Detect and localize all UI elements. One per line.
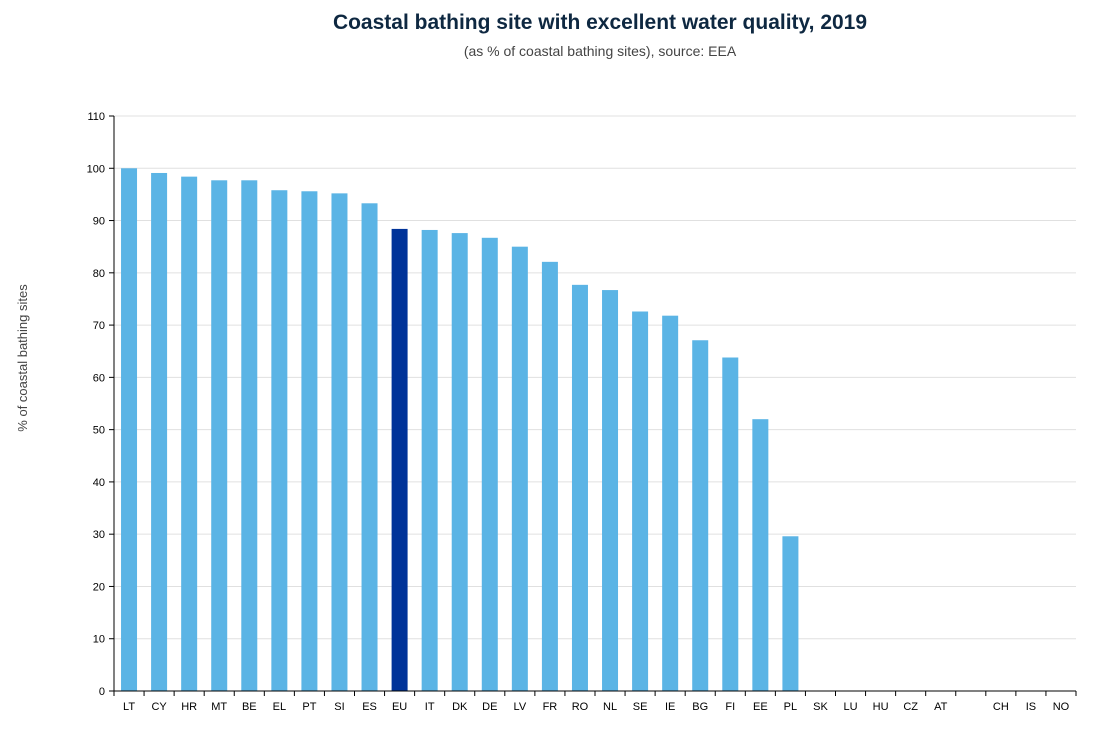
y-axis-title: % of coastal bathing sites — [15, 284, 30, 432]
bar-pt — [301, 191, 318, 692]
x-tick-label: BE — [242, 701, 257, 713]
y-tick-label: 80 — [93, 268, 105, 280]
x-tick-label: DE — [482, 701, 497, 713]
bar-lt — [121, 168, 138, 692]
y-tick-label: 70 — [93, 320, 105, 332]
x-tick-label: HU — [873, 701, 889, 713]
x-tick-label: MT — [211, 701, 227, 713]
bar-bg — [692, 340, 709, 691]
bar-fr — [541, 261, 558, 691]
bar-si — [331, 193, 348, 691]
bar-hr — [181, 176, 198, 692]
bar-fi — [722, 357, 739, 691]
bar-se — [632, 311, 649, 691]
x-tick-label: RO — [572, 701, 589, 713]
bars — [121, 168, 799, 692]
y-tick-label: 60 — [93, 372, 105, 384]
x-tick-label: CH — [993, 701, 1009, 713]
x-tick-label: IS — [1026, 701, 1036, 713]
bar-ie — [662, 315, 679, 691]
y-tick-label: 100 — [87, 163, 105, 175]
bar-be — [241, 180, 258, 691]
bar-de — [481, 237, 498, 691]
x-tick-label: LT — [123, 701, 135, 713]
x-tick-label: IE — [665, 701, 675, 713]
y-tick-label: 90 — [93, 216, 105, 228]
x-tick-label: PT — [302, 701, 316, 713]
bar-pl — [782, 536, 799, 691]
bar-el — [271, 190, 288, 691]
x-tick-label: PL — [784, 701, 797, 713]
x-tick-label: BG — [692, 701, 708, 713]
bar-cy — [151, 172, 168, 691]
y-tick-label: 110 — [87, 111, 105, 123]
x-tick-label: CZ — [903, 701, 918, 713]
y-tick-label: 50 — [93, 425, 105, 437]
x-tick-label: EL — [273, 701, 286, 713]
chart-subtitle: (as % of coastal bathing sites), source:… — [463, 43, 737, 59]
bar-it — [421, 229, 438, 692]
axes: 0 10 20 30 40 50 60 70 80 90 100 110 LT CY HR MT BE EL PT S… — [87, 111, 1077, 713]
gridlines — [114, 115, 1076, 640]
y-tick-label: 10 — [93, 634, 105, 646]
x-tick-label: SK — [813, 701, 828, 713]
y-tick-label: 30 — [93, 529, 105, 541]
x-tick-label: NO — [1053, 701, 1070, 713]
x-tick-label: LV — [514, 701, 527, 713]
x-tick-label: HR — [181, 701, 197, 713]
x-tick-label: FR — [543, 701, 558, 713]
bar-mt — [211, 180, 228, 691]
bar-nl — [602, 290, 619, 691]
bar-ro — [571, 284, 588, 691]
bar-lv — [511, 246, 528, 691]
y-tick-label: 20 — [93, 581, 105, 593]
x-tick-label: CY — [151, 701, 167, 713]
x-tick-label: ES — [362, 701, 377, 713]
bar-eu — [391, 228, 408, 691]
y-tick-label: 40 — [93, 477, 105, 489]
x-tick-label: DK — [452, 701, 468, 713]
y-tick-label: 0 — [99, 686, 105, 698]
x-tick-label: SE — [633, 701, 648, 713]
x-tick-label: AT — [934, 701, 948, 713]
x-tick-label: LU — [844, 701, 858, 713]
x-tick-label: EU — [392, 701, 407, 713]
x-tick-label: IT — [425, 701, 435, 713]
x-tick-label: FI — [725, 701, 735, 713]
x-tick-label: SI — [334, 701, 344, 713]
bar-dk — [451, 233, 468, 691]
x-tick-label: EE — [753, 701, 768, 713]
chart-title: Coastal bathing site with excellent wate… — [332, 11, 868, 34]
x-tick-label: NL — [603, 701, 617, 713]
bar-es — [361, 203, 378, 691]
bar-ee — [752, 419, 769, 691]
